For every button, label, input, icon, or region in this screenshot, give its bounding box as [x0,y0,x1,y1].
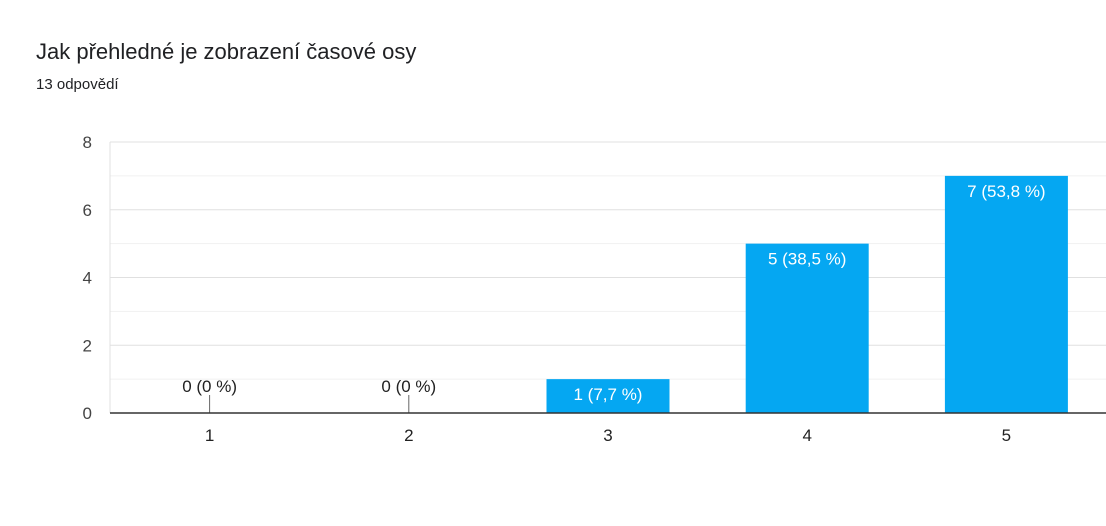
y-tick-label: 8 [83,133,92,152]
bar [745,243,869,413]
x-tick-label: 5 [1002,426,1011,445]
bar-data-label: 7 (53,8 %) [967,182,1045,201]
y-tick-label: 2 [83,336,92,355]
y-tick-label: 4 [83,269,92,288]
x-tick-label: 1 [205,426,214,445]
bar-data-label: 5 (38,5 %) [768,250,846,269]
x-tick-label: 3 [603,426,612,445]
bar-data-label: 0 (0 %) [381,377,436,396]
chart-title: Jak přehledné je zobrazení časové osy [36,39,417,64]
bar-data-label: 0 (0 %) [182,377,237,396]
x-tick-label: 2 [404,426,413,445]
bar-data-label: 1 (7,7 %) [574,385,643,404]
bar [546,379,670,413]
y-tick-label: 0 [83,404,92,423]
x-tick-label: 4 [802,426,811,445]
response-count: 13 odpovědí [36,76,119,93]
bar [944,175,1068,413]
y-tick-label: 6 [83,201,92,220]
